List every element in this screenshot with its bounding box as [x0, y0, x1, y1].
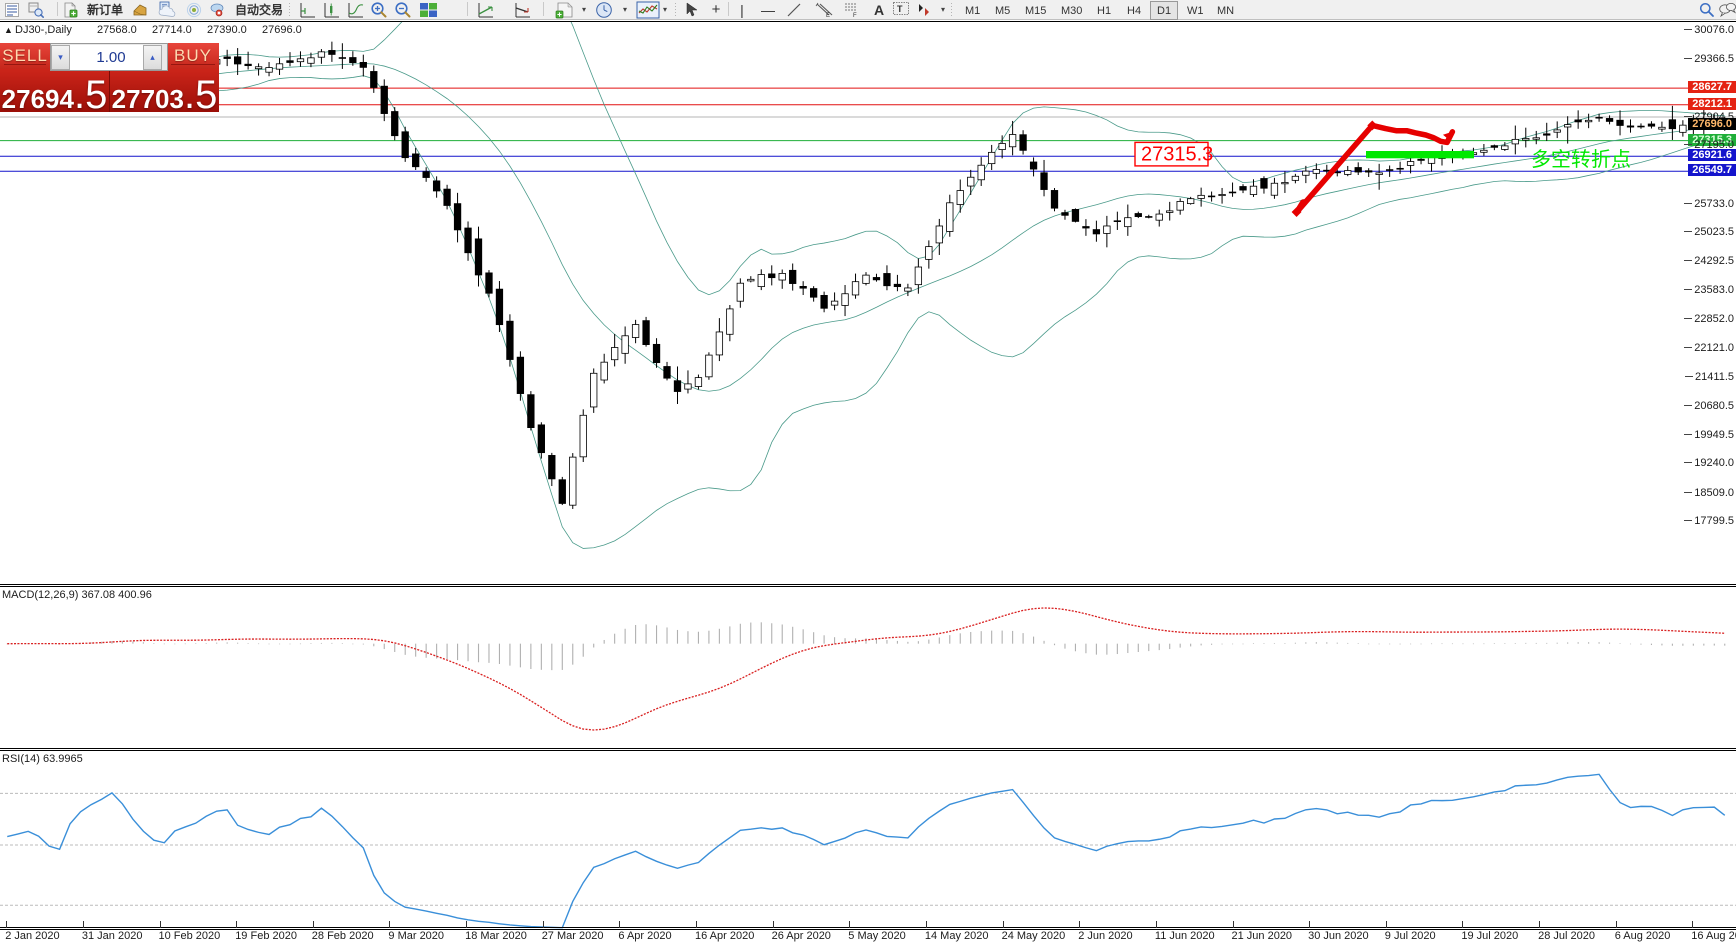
svg-text:T: T [897, 4, 903, 14]
svg-text:多空转折点: 多空转折点 [1531, 148, 1631, 171]
svg-text:E: E [826, 13, 830, 18]
svg-text:27315.3: 27315.3 [1141, 144, 1213, 166]
svg-text:F: F [853, 13, 857, 18]
